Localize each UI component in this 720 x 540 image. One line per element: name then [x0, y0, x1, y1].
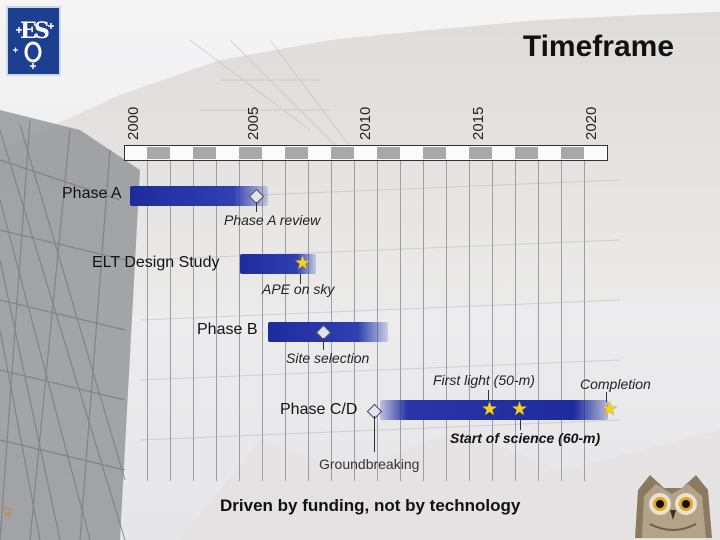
footer-text: Driven by funding, not by technology — [220, 496, 521, 515]
gridline — [308, 161, 309, 481]
ape-on-sky-label: APE on sky — [262, 281, 335, 297]
timeline-tick — [561, 147, 584, 159]
gridline — [239, 161, 240, 481]
year-label-2010: 2010 — [357, 106, 374, 140]
gridline — [492, 161, 493, 481]
timeline-tick — [377, 147, 400, 159]
gridline — [515, 161, 516, 481]
elt-design-study-bar — [240, 254, 316, 274]
eso-logo: E S — [6, 6, 61, 76]
year-label-2015: 2015 — [470, 106, 487, 140]
star-icon: ★ — [601, 399, 619, 420]
phase-a-label: Phase A — [62, 185, 122, 202]
callout-line — [520, 420, 521, 430]
callout-line — [488, 390, 489, 402]
callout-line — [300, 274, 301, 284]
first-light-label: First light (50-m) — [433, 372, 535, 388]
star-icon: ★ — [481, 399, 499, 420]
phase-a-review-label: Phase A review — [224, 212, 321, 228]
phase-a-bar — [130, 186, 268, 206]
year-label-2000: 2000 — [125, 106, 142, 140]
gridline — [147, 161, 148, 481]
gridline — [400, 161, 401, 481]
svg-text:S: S — [34, 18, 50, 44]
phase-cd-bar — [380, 400, 608, 420]
start-of-science-label: Start of science (60-m) — [450, 430, 601, 446]
timeline-tick — [331, 147, 354, 159]
page-number: 47 — [3, 505, 15, 518]
year-label-2020: 2020 — [583, 106, 600, 140]
gridline — [538, 161, 539, 481]
groundbreaking-label: Groundbreaking — [319, 456, 420, 472]
timeline-tick — [239, 147, 262, 159]
phase-b-label: Phase B — [197, 321, 258, 338]
slide-title: Timeframe — [522, 30, 674, 63]
timeline-tick — [423, 147, 446, 159]
timeline-tick — [469, 147, 492, 159]
owl-image — [635, 475, 712, 538]
gridline — [354, 161, 355, 481]
elt-design-study-label: ELT Design Study — [92, 254, 220, 271]
gridline — [423, 161, 424, 481]
gridline — [446, 161, 447, 481]
callout-line — [256, 202, 257, 212]
gridline — [584, 161, 585, 481]
callout-line — [606, 392, 607, 402]
svg-text:E: E — [20, 18, 37, 44]
callout-line — [323, 338, 324, 350]
gridline — [262, 161, 263, 481]
star-icon: ★ — [511, 399, 529, 420]
gridline — [561, 161, 562, 481]
timeline-tick — [193, 147, 216, 159]
timeline-tick — [285, 147, 308, 159]
site-selection-label: Site selection — [286, 350, 370, 366]
gridline — [170, 161, 171, 481]
gridline — [331, 161, 332, 481]
timeline-tick — [515, 147, 538, 159]
gridline — [285, 161, 286, 481]
star-icon: ★ — [294, 253, 312, 274]
gridline — [216, 161, 217, 481]
eso-logo-mark: E S — [13, 18, 54, 69]
completion-label: Completion — [580, 376, 651, 392]
timeline-tick — [147, 147, 170, 159]
phase-cd-label: Phase C/D — [280, 401, 358, 418]
gridline — [193, 161, 194, 481]
callout-line — [374, 416, 375, 452]
gridline — [469, 161, 470, 481]
year-label-2005: 2005 — [245, 106, 262, 140]
gridline — [377, 161, 378, 481]
